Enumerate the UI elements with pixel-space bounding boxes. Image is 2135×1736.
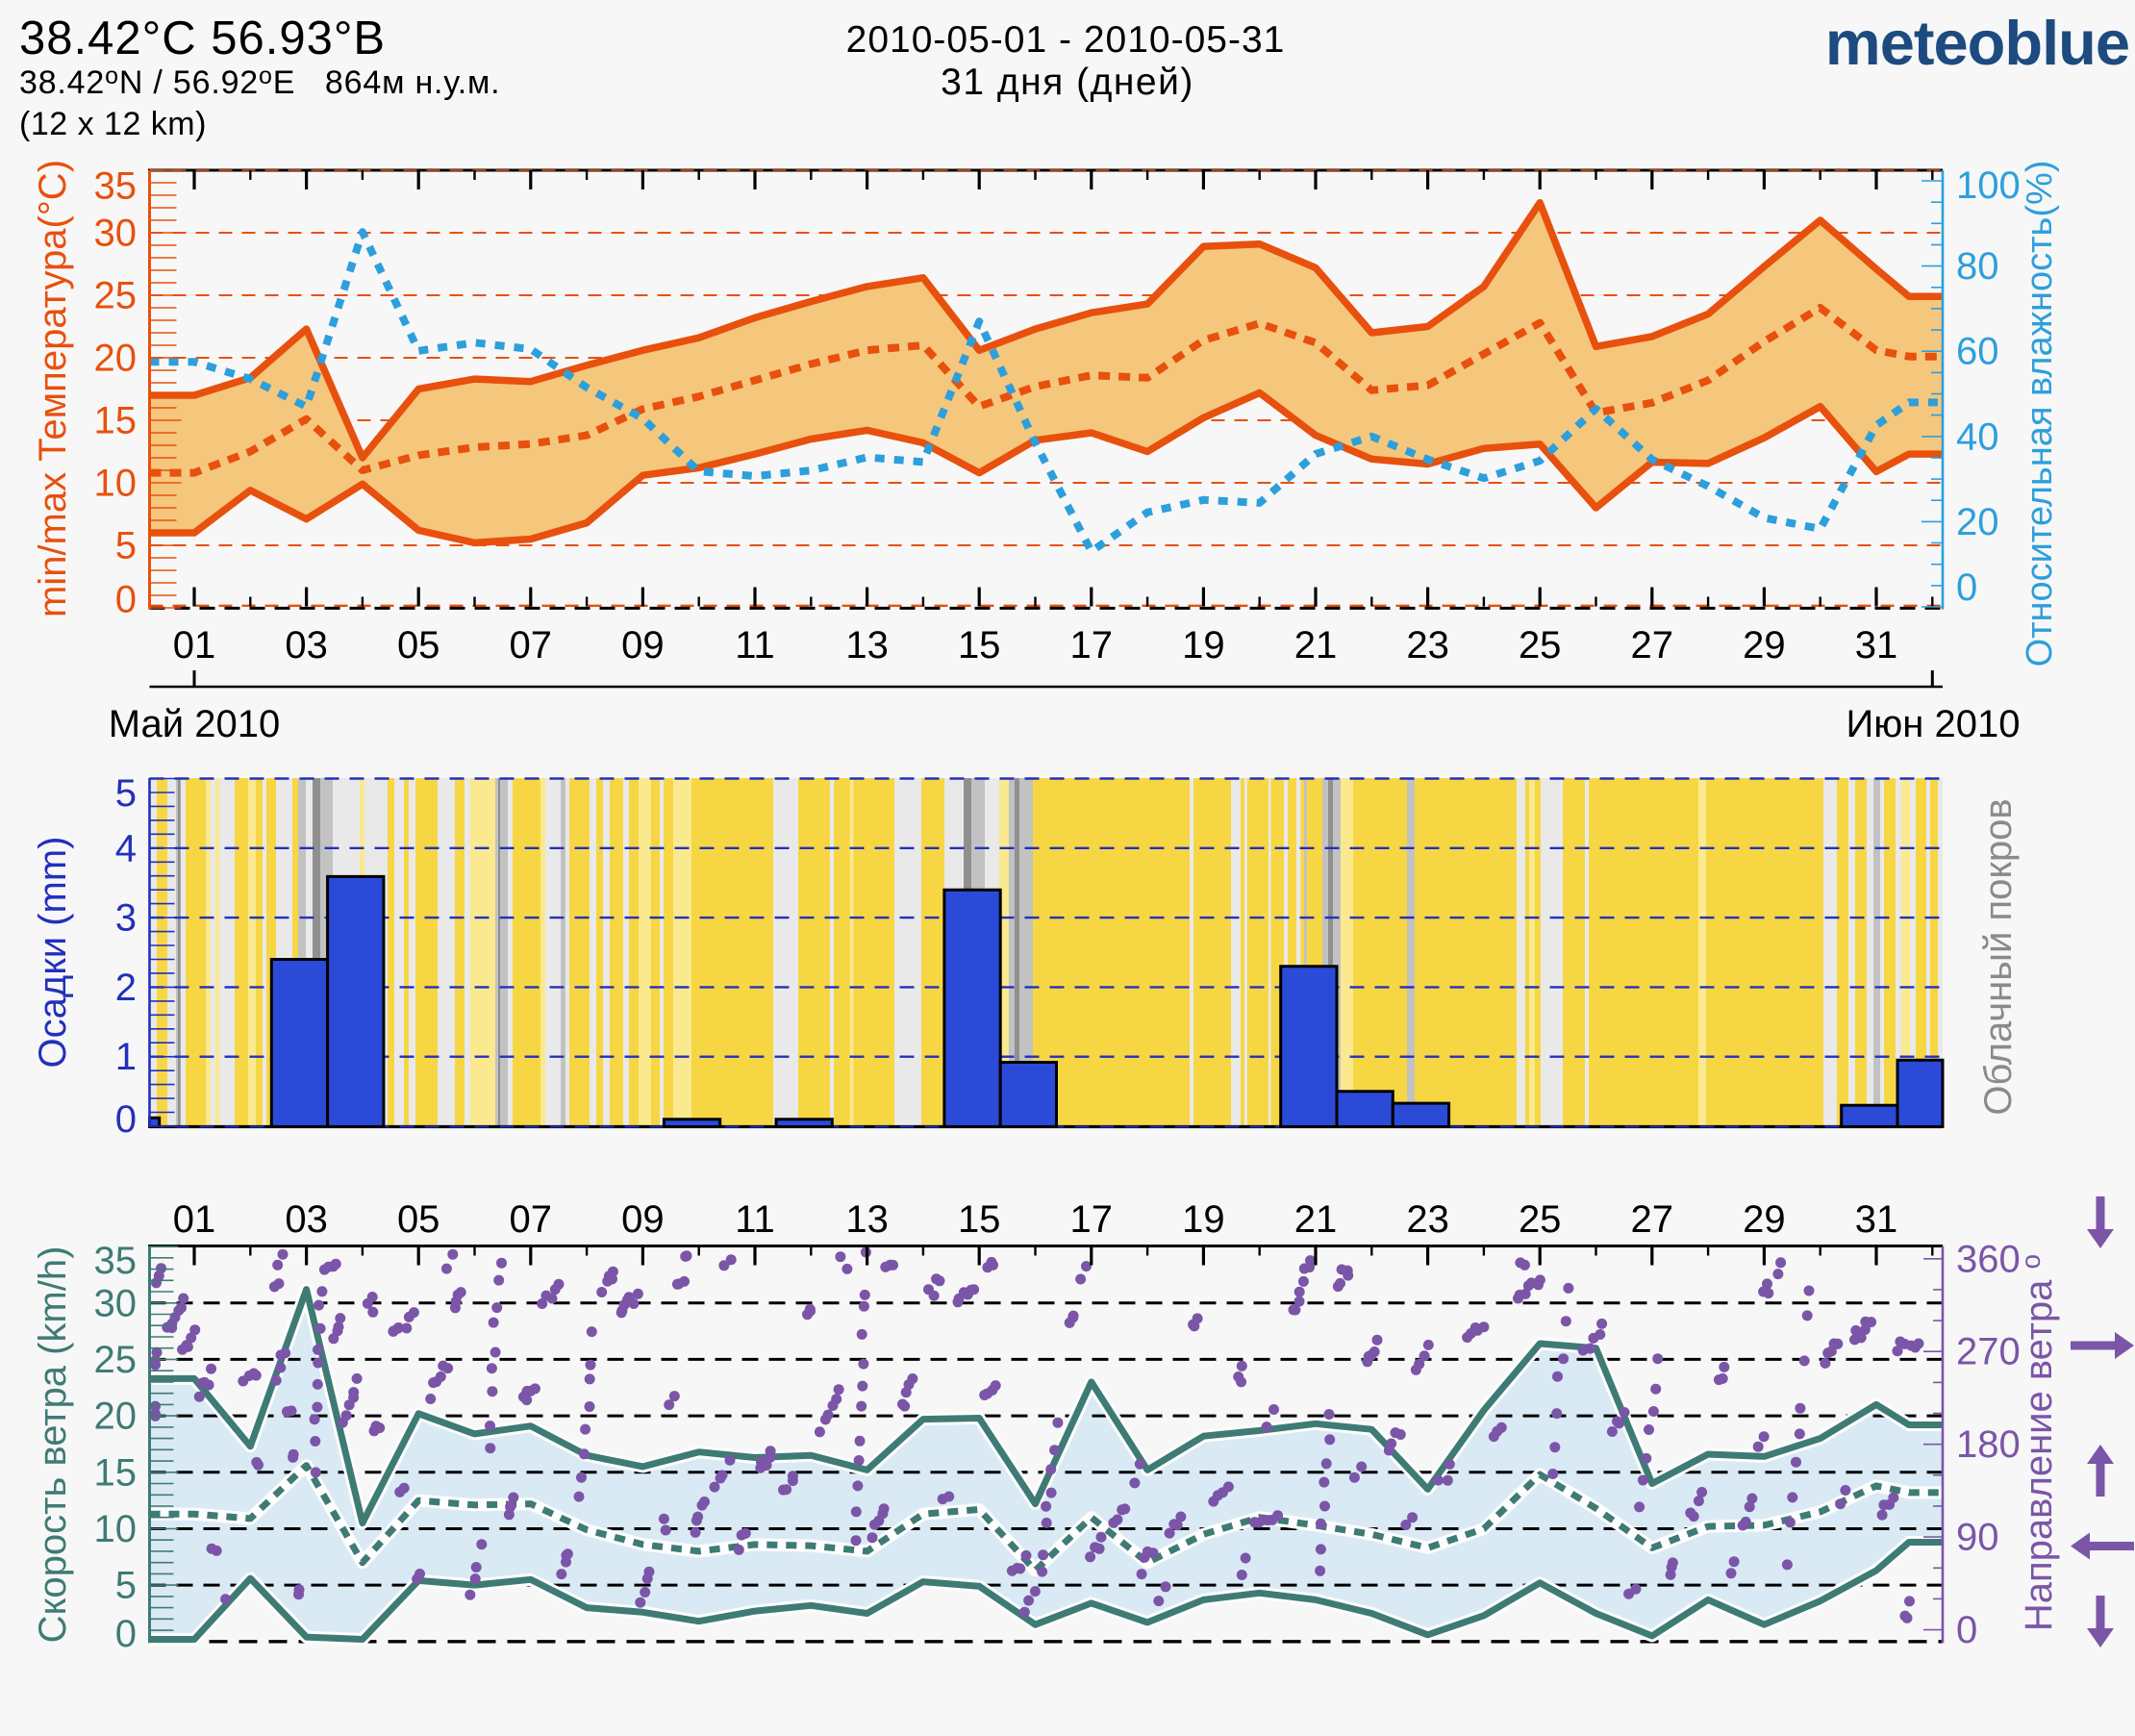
svg-text:17: 17 — [1070, 1198, 1114, 1241]
svg-text:min/max Температура(°C): min/max Температура(°C) — [32, 160, 74, 617]
svg-text:Май 2010: Май 2010 — [109, 703, 280, 745]
svg-text:15: 15 — [94, 400, 138, 442]
svg-text:35: 35 — [94, 165, 138, 208]
svg-text:31: 31 — [1855, 1198, 1898, 1241]
svg-text:31 дня (дней): 31 дня (дней) — [941, 62, 1194, 103]
svg-text:25: 25 — [94, 1339, 138, 1381]
svg-text:(12 x 12 km): (12 x 12 km) — [19, 106, 207, 142]
svg-text:1: 1 — [115, 1036, 137, 1078]
svg-text:15: 15 — [958, 1198, 1001, 1241]
svg-text:Июн 2010: Июн 2010 — [1846, 703, 2021, 745]
svg-text:0: 0 — [115, 1613, 137, 1655]
svg-text:19: 19 — [1182, 1198, 1225, 1241]
svg-text:13: 13 — [845, 624, 889, 667]
svg-text:21: 21 — [1294, 1198, 1338, 1241]
svg-text:38.42°C 56.93°B: 38.42°C 56.93°B — [19, 13, 386, 64]
svg-text:360: 360 — [1956, 1238, 2021, 1280]
svg-text:20: 20 — [94, 338, 138, 380]
svg-text:25: 25 — [1519, 624, 1562, 667]
svg-text:60: 60 — [1956, 331, 1999, 373]
svg-text:01: 01 — [173, 624, 216, 667]
svg-text:05: 05 — [397, 1198, 440, 1241]
svg-text:35: 35 — [94, 1240, 138, 1282]
svg-text:11: 11 — [735, 624, 775, 667]
svg-text:31: 31 — [1855, 624, 1898, 667]
svg-text:03: 03 — [285, 624, 328, 667]
svg-text:20: 20 — [94, 1396, 138, 1438]
svg-text:25: 25 — [94, 275, 138, 317]
svg-text:meteoblue: meteoblue — [1825, 8, 2129, 78]
svg-text:2010-05-01 - 2010-05-31: 2010-05-01 - 2010-05-31 — [846, 19, 1286, 61]
svg-text:17: 17 — [1070, 624, 1114, 667]
svg-text:Направление ветра o: Направление ветра o — [2016, 1254, 2060, 1631]
svg-text:27: 27 — [1631, 624, 1674, 667]
svg-text:27: 27 — [1631, 1198, 1674, 1241]
svg-text:90: 90 — [1956, 1517, 1999, 1559]
svg-text:Скорость ветра (km/h): Скорость ветра (km/h) — [32, 1246, 74, 1644]
svg-text:03: 03 — [285, 1198, 328, 1241]
svg-text:01: 01 — [173, 1198, 216, 1241]
svg-text:30: 30 — [94, 213, 138, 255]
svg-text:07: 07 — [510, 1198, 553, 1241]
svg-text:0: 0 — [1956, 566, 1977, 609]
svg-text:5: 5 — [115, 1565, 137, 1607]
svg-text:100: 100 — [1956, 164, 2021, 207]
svg-text:0: 0 — [1956, 1609, 1977, 1651]
svg-text:0: 0 — [115, 579, 137, 621]
svg-text:20: 20 — [1956, 501, 1999, 543]
svg-text:23: 23 — [1406, 1198, 1449, 1241]
svg-text:30: 30 — [94, 1282, 138, 1324]
svg-text:4: 4 — [115, 827, 137, 869]
svg-text:11: 11 — [735, 1198, 775, 1241]
svg-text:0: 0 — [115, 1098, 137, 1141]
svg-text:13: 13 — [845, 1198, 889, 1241]
svg-text:2: 2 — [115, 967, 137, 1009]
svg-text:15: 15 — [958, 624, 1001, 667]
svg-text:Относительная влажность(%): Относительная влажность(%) — [2020, 161, 2060, 667]
svg-text:Осадки (mm): Осадки (mm) — [32, 837, 74, 1069]
svg-text:10: 10 — [94, 1508, 138, 1550]
svg-text:25: 25 — [1519, 1198, 1562, 1241]
svg-text:Облачный покров: Облачный покров — [1977, 798, 2020, 1115]
svg-text:38.42oN / 56.92oE 864м н.у.м: 38.42oN / 56.92oE 864м н.у.м. — [19, 63, 500, 101]
svg-text:3: 3 — [115, 897, 137, 940]
svg-text:15: 15 — [94, 1451, 138, 1494]
svg-text:09: 09 — [621, 1198, 665, 1241]
svg-text:29: 29 — [1743, 624, 1786, 667]
svg-text:80: 80 — [1956, 245, 1999, 288]
svg-text:29: 29 — [1743, 1198, 1786, 1241]
svg-text:07: 07 — [510, 624, 553, 667]
svg-text:270: 270 — [1956, 1331, 2021, 1373]
svg-text:05: 05 — [397, 624, 440, 667]
svg-text:21: 21 — [1294, 624, 1338, 667]
svg-text:23: 23 — [1406, 624, 1449, 667]
svg-text:19: 19 — [1182, 624, 1225, 667]
svg-text:09: 09 — [621, 624, 665, 667]
svg-text:40: 40 — [1956, 415, 1999, 458]
svg-text:5: 5 — [115, 772, 137, 815]
svg-text:5: 5 — [115, 525, 137, 567]
svg-text:10: 10 — [94, 463, 138, 505]
svg-text:180: 180 — [1956, 1423, 2021, 1466]
